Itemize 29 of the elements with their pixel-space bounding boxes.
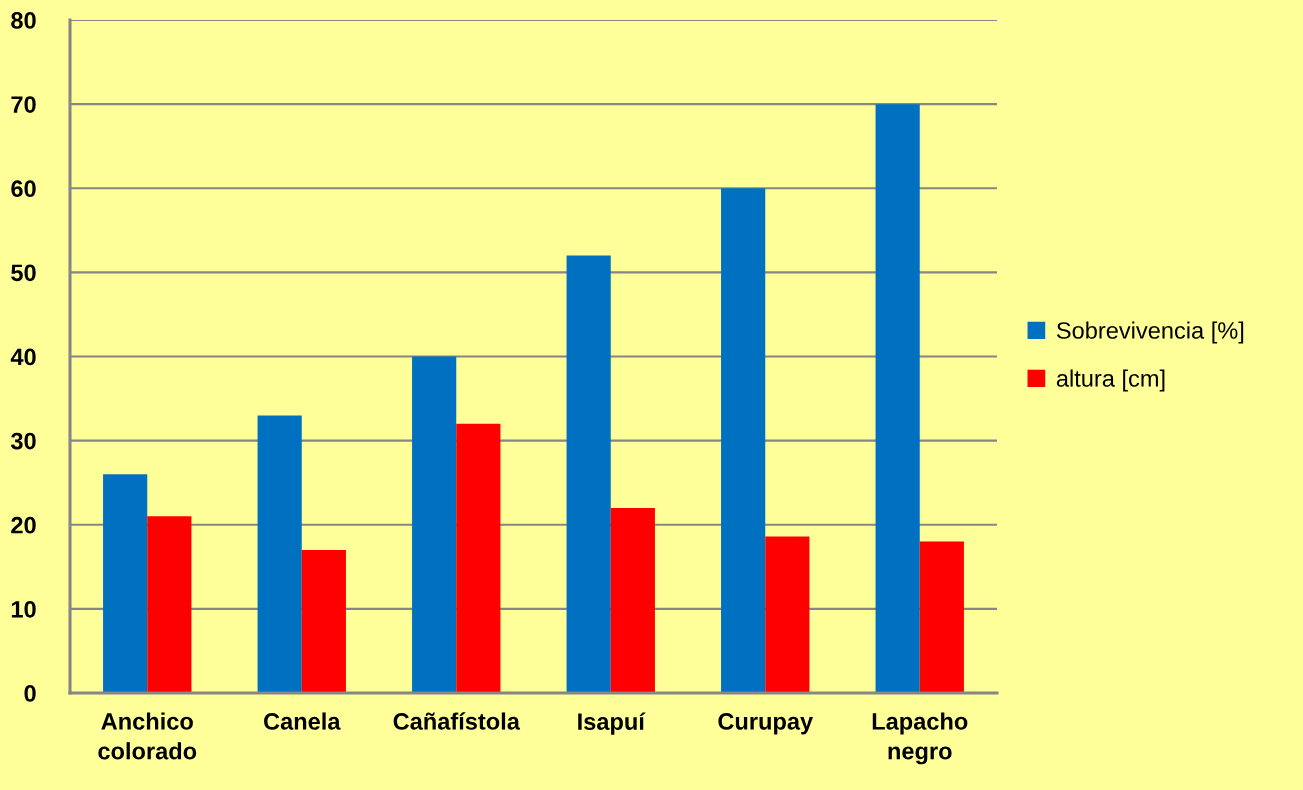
bar (103, 474, 148, 693)
x-tick-label: Cañafístola (393, 712, 521, 730)
bar (412, 356, 457, 693)
y-tick-label: 0 (24, 685, 36, 702)
y-tick-label: 70 (11, 96, 36, 113)
y-tick-label: 10 (11, 600, 36, 618)
bar (456, 423, 501, 693)
bar (610, 507, 655, 693)
bar (566, 255, 611, 693)
legend-label: altura [cm] (1056, 369, 1165, 392)
legend-label: Sobrevivencia [%] (1056, 321, 1244, 344)
x-tick-label: Isapuí (578, 712, 646, 735)
x-tick-label: Lapacho negro (872, 712, 968, 765)
bar (765, 536, 810, 693)
bar (721, 188, 766, 693)
y-tick-label: 80 (11, 12, 36, 29)
y-tick-label: 40 (10, 348, 36, 366)
bar (875, 104, 920, 693)
bar (147, 516, 192, 693)
x-tick-label: Anchico colorado (98, 712, 197, 760)
x-tick-label: Canela (264, 712, 341, 730)
y-tick-label: 30 (10, 432, 36, 450)
y-tick-label: 50 (11, 264, 36, 282)
x-tick-label: Curupay (718, 713, 814, 735)
y-tick-label: 60 (11, 180, 36, 198)
bar (919, 541, 964, 693)
bar (257, 415, 302, 693)
bar (301, 549, 346, 693)
y-tick-label: 20 (11, 516, 36, 534)
